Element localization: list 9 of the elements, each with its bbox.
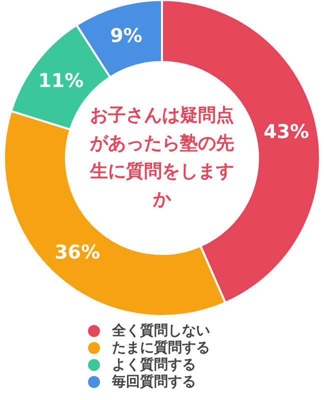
legend-label: よく質問する	[112, 356, 196, 374]
text: お子さんは疑問点があったら塾の先生に質問をしますか	[88, 104, 235, 212]
data-label: 36%	[54, 242, 100, 264]
legend-label: 全く質問しない	[112, 322, 210, 340]
legend-label: 毎回質問する	[112, 372, 196, 390]
data-label: 11%	[38, 70, 84, 92]
legend-label: たまに質問する	[112, 338, 210, 356]
data-label: 9%	[110, 25, 142, 48]
data-label: 43%	[264, 120, 310, 143]
